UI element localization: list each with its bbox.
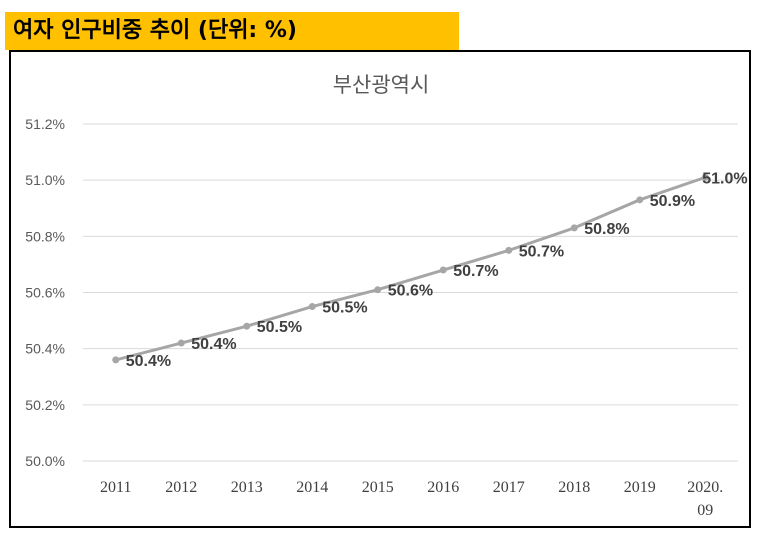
data-point: [243, 322, 251, 330]
data-label: 50.7%: [519, 243, 564, 260]
data-label: 50.5%: [322, 300, 367, 317]
chart-header-banner: 여자 인구비중 추이 (단위: %): [5, 12, 459, 50]
data-label: 50.6%: [388, 283, 433, 300]
x-tick-label: 2011: [100, 479, 131, 496]
data-label: 50.8%: [584, 221, 629, 238]
data-label: 51.0%: [702, 170, 747, 187]
data-label: 50.4%: [191, 336, 236, 353]
data-point: [439, 266, 447, 274]
y-tick-label: 50.2%: [25, 397, 65, 413]
data-point: [701, 173, 709, 181]
x-tick-label: 2015: [362, 479, 394, 496]
data-point: [374, 286, 382, 294]
x-tick-label: 2017: [493, 479, 525, 496]
data-label: 50.7%: [453, 263, 498, 280]
series-line-path: [114, 175, 707, 362]
y-tick-label: 51.2%: [25, 116, 65, 132]
y-tick-label: 50.4%: [25, 341, 65, 357]
x-tick-label: 2014: [296, 479, 328, 496]
data-label: 50.9%: [650, 193, 695, 210]
x-tick-label: 2012: [165, 479, 197, 496]
x-tick-label: 2013: [231, 479, 263, 496]
data-point: [177, 339, 185, 347]
chart-title: 부산광역시: [333, 73, 430, 97]
data-point: [112, 356, 120, 364]
header-title: 여자 인구비중 추이 (단위: %): [13, 18, 297, 43]
series-line: [114, 175, 707, 362]
data-points: [112, 173, 709, 364]
data-label: 50.5%: [257, 319, 302, 336]
data-point: [636, 196, 644, 204]
y-tick-label: 50.8%: [25, 228, 65, 244]
data-label: 50.4%: [126, 353, 171, 370]
x-tick-label: 2019: [624, 479, 656, 496]
x-tick-label: 2018: [558, 479, 590, 496]
y-tick-label: 51.0%: [25, 172, 65, 188]
data-point: [570, 224, 578, 232]
data-point: [308, 303, 316, 311]
x-axis-ticks: 2011 2012 2013 2014 2015 2016 2017 2018 2019 2020…: [100, 479, 723, 519]
data-labels: 50.4% 50.4% 50.5% 50.5% 50.6% 50.7% 50.7% 50.8%…: [126, 170, 748, 370]
data-point: [505, 246, 513, 254]
x-tick-label: 2016: [427, 479, 459, 496]
y-tick-label: 50.6%: [25, 285, 65, 301]
y-tick-label: 50.0%: [25, 453, 65, 469]
y-axis-ticks: 50.0% 50.2% 50.4% 50.6% 50.8% 51.0% 51.2%: [25, 116, 65, 469]
gridlines: [83, 123, 738, 462]
x-tick-label: 2020. 09: [687, 479, 723, 519]
